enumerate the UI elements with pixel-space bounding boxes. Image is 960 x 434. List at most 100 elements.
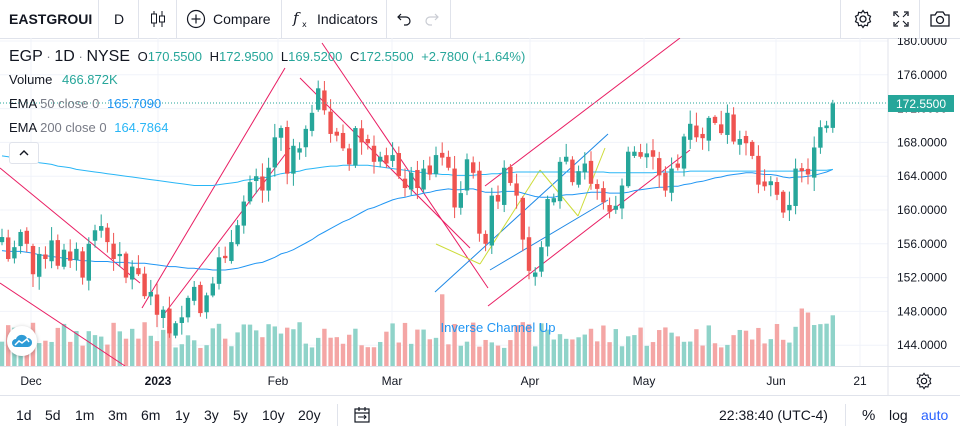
low-value: 169.5200 bbox=[288, 49, 343, 64]
snapshot-button[interactable] bbox=[929, 0, 951, 38]
auto-toggle[interactable]: auto bbox=[921, 407, 949, 423]
range-3m[interactable]: 3m bbox=[108, 407, 128, 423]
go-to-date-button[interactable] bbox=[353, 396, 371, 434]
candle-body bbox=[818, 127, 823, 148]
volume-bar bbox=[533, 346, 538, 366]
range-20y[interactable]: 20y bbox=[298, 407, 321, 423]
range-1m[interactable]: 1m bbox=[75, 407, 95, 423]
undo-button[interactable] bbox=[396, 0, 412, 38]
volume-bar bbox=[774, 324, 780, 366]
range-5d[interactable]: 5d bbox=[45, 407, 61, 423]
volume-bar bbox=[247, 324, 253, 366]
candle-body bbox=[316, 88, 321, 110]
candle-body bbox=[489, 195, 494, 246]
candle-body bbox=[223, 255, 228, 259]
undo-icon bbox=[397, 13, 411, 26]
candle-body bbox=[340, 132, 346, 149]
indicators-button[interactable]: f x Indicators bbox=[292, 0, 378, 38]
close-label: C bbox=[349, 49, 360, 64]
range-1d[interactable]: 1d bbox=[16, 407, 32, 423]
camera-icon bbox=[930, 11, 950, 27]
high-label: H bbox=[209, 49, 220, 64]
price-chart[interactable]: 180.0000176.0000172.0000168.0000164.0000… bbox=[0, 34, 960, 367]
volume-bar bbox=[409, 343, 414, 366]
volume-bar bbox=[55, 327, 60, 366]
fullscreen-button[interactable] bbox=[891, 0, 911, 38]
price-axis[interactable]: 180.0000176.0000172.0000168.0000164.0000… bbox=[897, 34, 947, 352]
redo-icon bbox=[425, 13, 439, 26]
volume-bar bbox=[471, 322, 476, 366]
candle-body bbox=[663, 172, 668, 191]
price-tick-label: 168.0000 bbox=[897, 135, 947, 149]
brand-logo[interactable] bbox=[7, 326, 37, 356]
volume-bar bbox=[675, 336, 680, 366]
volume-bar bbox=[576, 337, 581, 366]
candle-body bbox=[148, 291, 153, 297]
trendline bbox=[164, 147, 291, 314]
candle-body bbox=[278, 128, 284, 138]
volume-bar bbox=[210, 328, 215, 366]
ema200-value: 164.7864 bbox=[114, 120, 169, 135]
candle-body bbox=[545, 199, 550, 247]
candle-body bbox=[99, 226, 104, 231]
interval-button[interactable]: D bbox=[114, 11, 125, 27]
open-value: 170.5500 bbox=[147, 49, 202, 64]
ema200-legend[interactable]: EMA 200 close 0 164.7864 bbox=[9, 120, 168, 135]
volume-bar bbox=[260, 337, 265, 366]
candle-body bbox=[452, 168, 457, 208]
candle-body bbox=[632, 151, 637, 156]
volume-bar bbox=[266, 324, 271, 366]
compare-button[interactable]: Compare bbox=[186, 0, 271, 38]
volume-bar bbox=[452, 323, 457, 366]
range-10y[interactable]: 10y bbox=[262, 407, 285, 423]
candle-body bbox=[229, 242, 234, 262]
range-3y[interactable]: 3y bbox=[204, 407, 219, 423]
collapse-legend-button[interactable] bbox=[9, 142, 39, 164]
candle-body bbox=[551, 198, 556, 203]
clock-time[interactable]: 22:38:40 (UTC-4) bbox=[719, 407, 828, 423]
axis-settings-button[interactable] bbox=[915, 372, 933, 393]
candle-body bbox=[520, 197, 525, 240]
time-axis[interactable]: Dec 2023 Feb Mar Apr May Jun 21 bbox=[0, 366, 960, 395]
symbol-search[interactable]: EASTGROUI bbox=[9, 11, 93, 27]
volume-bar bbox=[136, 338, 141, 366]
candle-body bbox=[601, 188, 606, 203]
main-legend: EGP · 1D · NYSE O170.5500 H172.9500 L169… bbox=[9, 48, 525, 66]
candle-body bbox=[539, 247, 544, 272]
volume-bar bbox=[502, 347, 507, 366]
volume-bar bbox=[117, 331, 122, 366]
percent-toggle[interactable]: % bbox=[862, 406, 876, 424]
pattern-label: Inverse Channel Up bbox=[441, 320, 556, 335]
range-5y[interactable]: 5y bbox=[233, 407, 248, 423]
volume-bar bbox=[185, 335, 191, 366]
volume-bar bbox=[123, 338, 129, 366]
candle-body bbox=[669, 168, 674, 193]
legend-dot: · bbox=[46, 49, 51, 64]
candle-body bbox=[49, 240, 54, 262]
candle-body bbox=[291, 145, 296, 174]
chart-pane[interactable]: 180.0000176.0000172.0000168.0000164.0000… bbox=[0, 34, 960, 367]
volume-bar bbox=[427, 339, 432, 366]
volume-bar bbox=[161, 329, 166, 366]
volume-bar bbox=[725, 344, 730, 366]
log-toggle[interactable]: log bbox=[889, 407, 908, 423]
candle-body bbox=[371, 145, 377, 162]
volume-bar bbox=[446, 344, 451, 366]
chart-style-button[interactable] bbox=[148, 0, 168, 38]
range-1y[interactable]: 1y bbox=[175, 407, 190, 423]
chevron-up-icon bbox=[19, 150, 29, 156]
candle-body bbox=[210, 283, 215, 296]
candle-body bbox=[446, 156, 451, 168]
volume-bar bbox=[402, 322, 408, 366]
redo-button[interactable] bbox=[424, 0, 440, 38]
ema50-legend[interactable]: EMA 50 close 0 165.7090 bbox=[9, 96, 161, 111]
volume-bar bbox=[148, 335, 153, 366]
volume-bar bbox=[818, 324, 823, 366]
range-6m[interactable]: 6m bbox=[141, 407, 161, 423]
settings-button[interactable] bbox=[853, 0, 873, 38]
legend-symbol: EGP bbox=[9, 48, 43, 65]
volume-bar bbox=[545, 329, 550, 366]
volume-bar bbox=[278, 333, 284, 366]
trendline bbox=[0, 282, 126, 367]
volume-bar bbox=[43, 340, 48, 366]
